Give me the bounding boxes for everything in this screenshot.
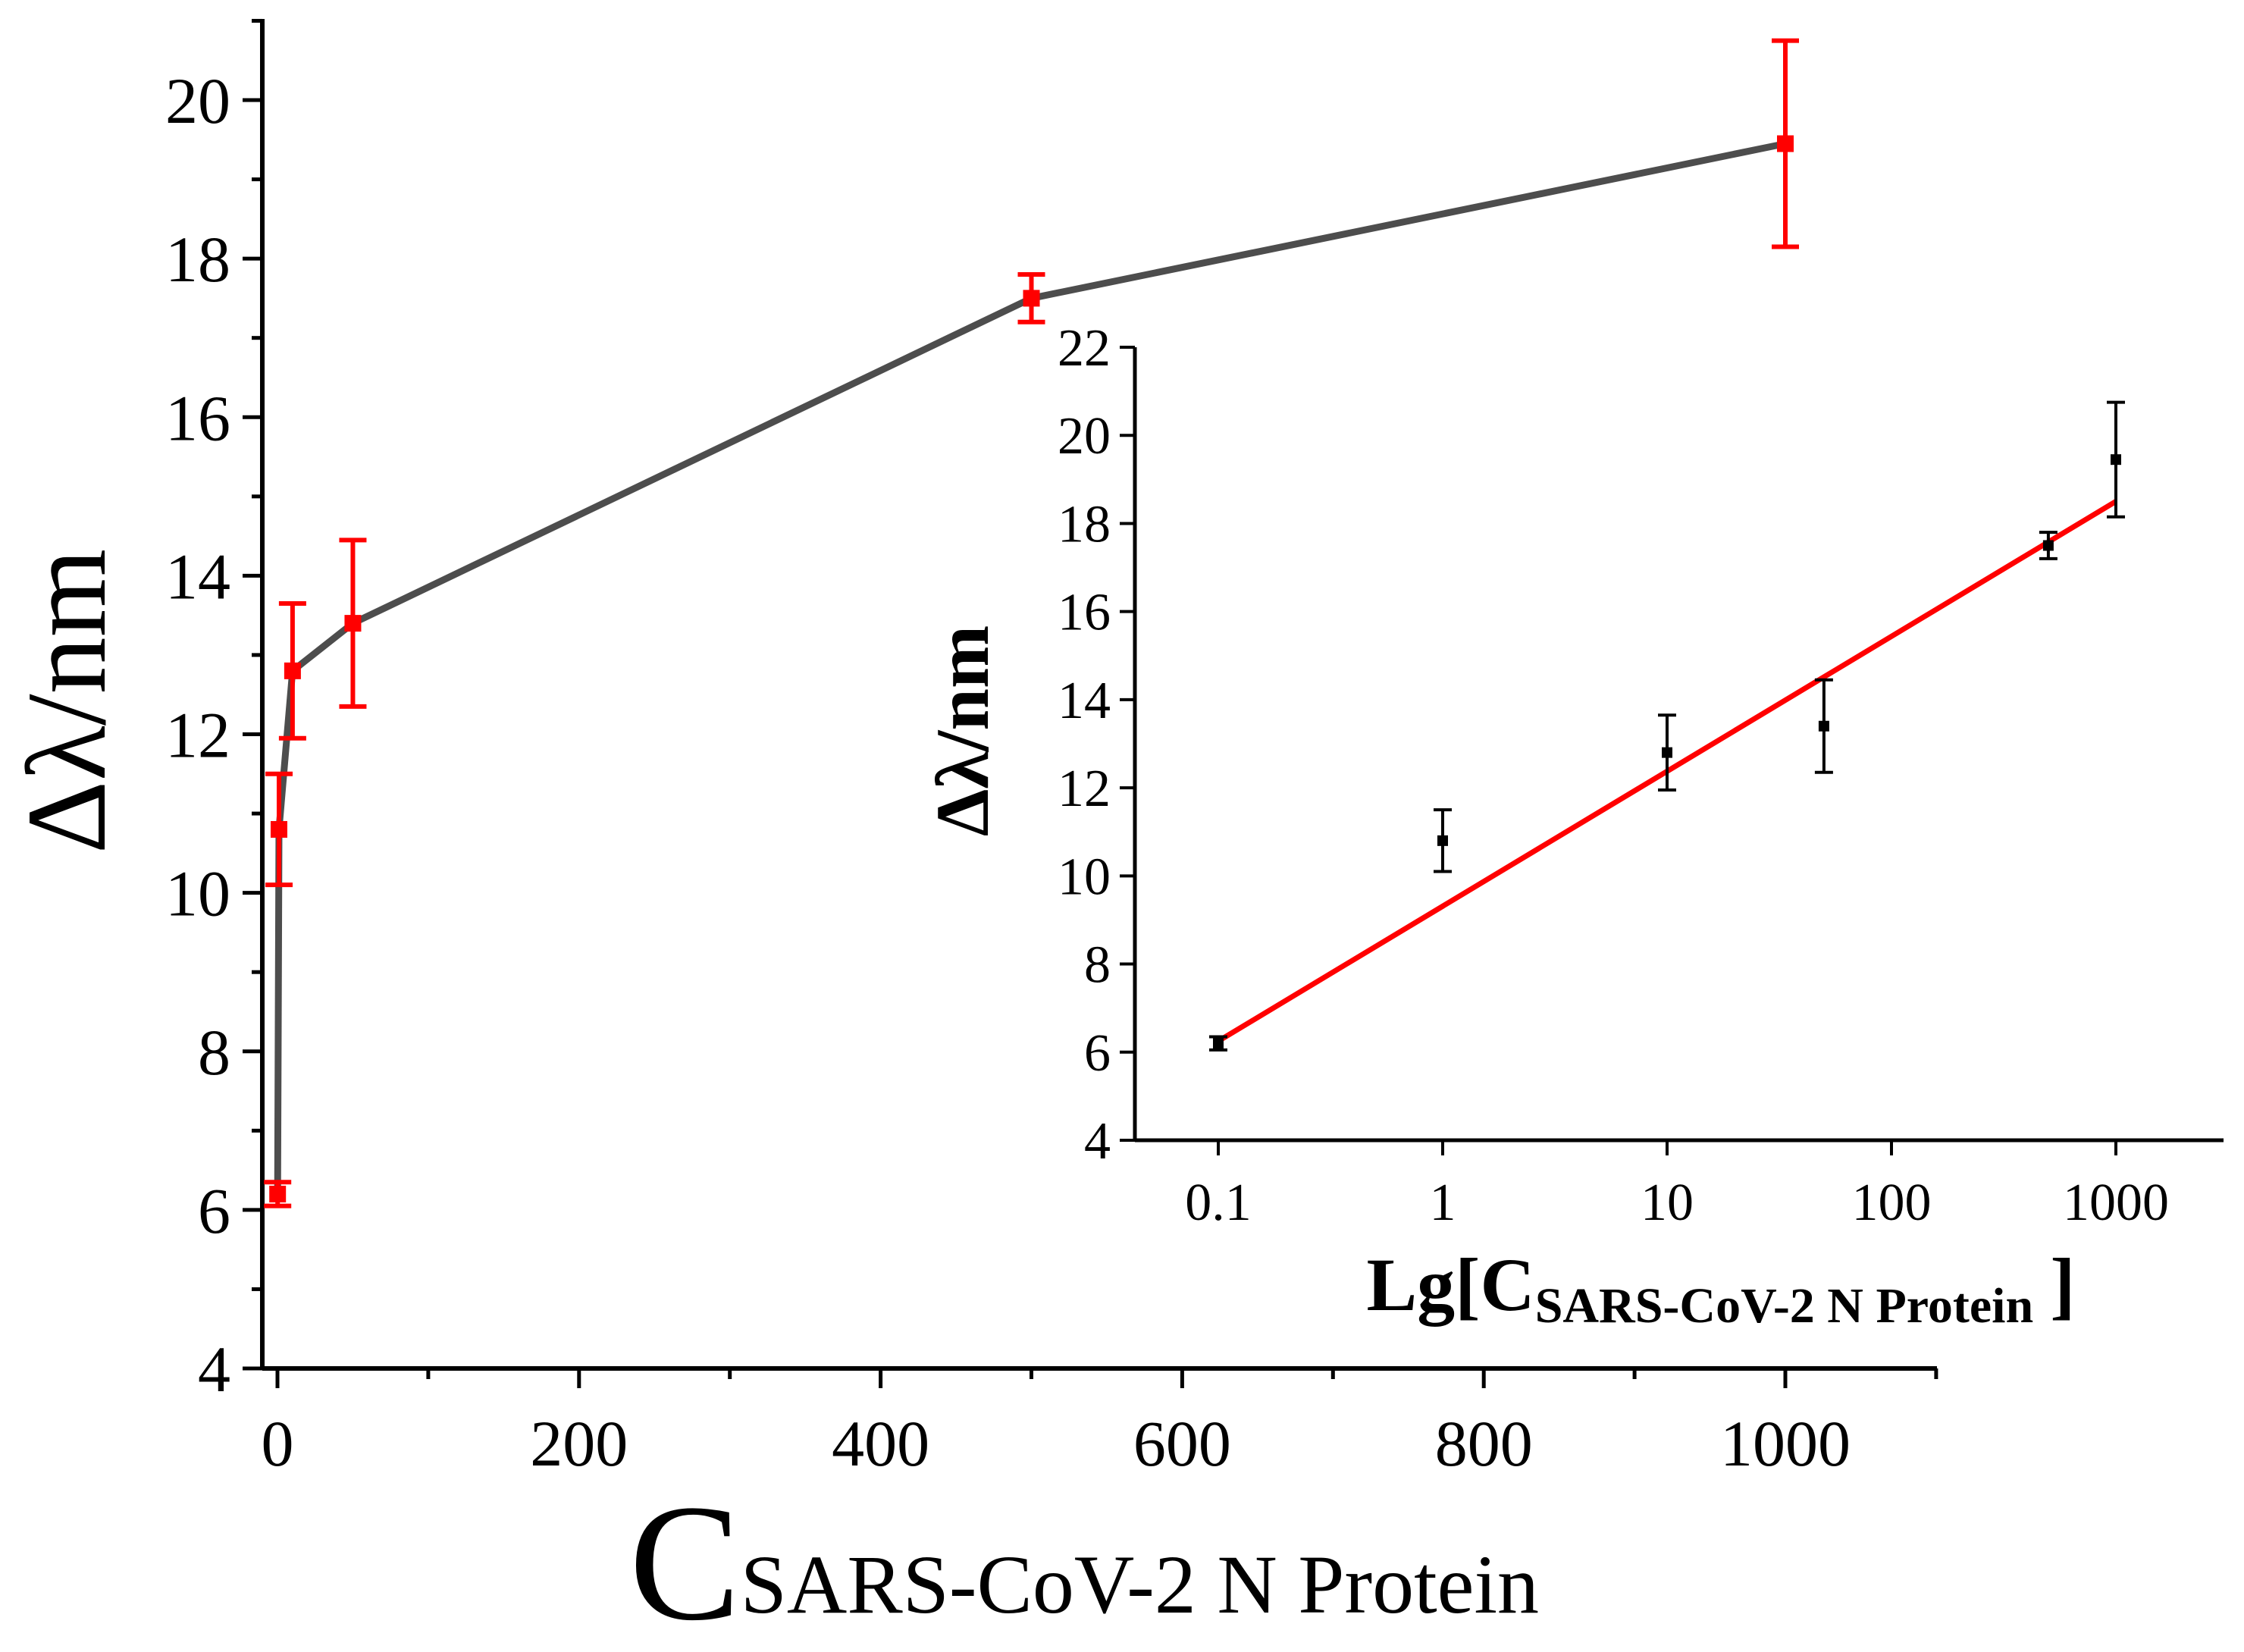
main-x-tick-label: 400 xyxy=(832,1407,929,1480)
inset-axes xyxy=(1133,347,2224,1143)
inset-plot: 4 6 8 10 12 14 16 18 20 22 0.1 1 10 100 1000 Δλ/nm Lg[… xyxy=(920,319,2224,1334)
main-error-bars xyxy=(264,38,1799,1208)
main-y-tick-label: 16 xyxy=(165,381,230,454)
main-series-line-path xyxy=(274,140,1786,1194)
main-y-axis-label: Δλ/nm xyxy=(4,549,130,854)
main-data-point xyxy=(269,1185,287,1202)
inset-data-point xyxy=(1437,835,1448,846)
inset-tick-labels: 4 6 8 10 12 14 16 18 20 22 0.1 1 10 100 1000 xyxy=(1058,319,2169,1232)
inset-x-tick-label: 1000 xyxy=(2063,1174,2169,1232)
inset-data-point xyxy=(2111,454,2121,466)
main-y-tick-label: 6 xyxy=(198,1174,230,1247)
inset-y-axis-label: Δλ/nm xyxy=(920,625,1004,837)
main-data-point xyxy=(344,615,362,632)
inset-data-point xyxy=(1818,720,1829,732)
main-y-tick-label: 12 xyxy=(165,699,230,772)
inset-y-tick-label: 12 xyxy=(1058,760,1111,818)
main-x-axis-label-subscript: SARS-CoV-2 N Protein xyxy=(741,1538,1539,1631)
inset-data-point xyxy=(2042,540,2054,551)
inset-y-tick-label: 18 xyxy=(1058,495,1111,553)
main-y-tick-label: 8 xyxy=(198,1016,230,1089)
main-axes xyxy=(260,19,1937,1371)
inset-y-tick-label: 14 xyxy=(1058,672,1111,730)
inset-ticks xyxy=(1120,346,2117,1155)
inset-x-axis-label: Lg[CSARS-CoV-2 N Protein] xyxy=(1366,1243,2075,1334)
main-y-tick-label: 4 xyxy=(198,1333,230,1406)
main-x-tick-label: 600 xyxy=(1133,1407,1231,1480)
inset-x-axis-label-bracket: ] xyxy=(2050,1243,2075,1327)
main-series-line xyxy=(274,140,1786,1194)
inset-markers xyxy=(1213,454,2121,1049)
inset-y-tick-label: 6 xyxy=(1084,1024,1111,1083)
main-markers xyxy=(269,135,1794,1202)
main-data-point xyxy=(1023,290,1040,307)
inset-y-tick-label: 16 xyxy=(1058,584,1111,642)
inset-y-tick-label: 20 xyxy=(1058,407,1111,466)
main-data-point xyxy=(1777,135,1794,152)
main-x-tick-label: 0 xyxy=(262,1407,294,1480)
main-y-tick-label: 10 xyxy=(165,857,230,930)
main-data-point xyxy=(270,820,287,838)
inset-y-tick-label: 4 xyxy=(1084,1112,1111,1171)
inset-y-tick-label: 22 xyxy=(1058,319,1111,378)
main-y-tick-label: 20 xyxy=(165,64,230,137)
inset-y-tick-label: 10 xyxy=(1058,848,1111,906)
main-x-tick-label: 800 xyxy=(1435,1407,1533,1480)
main-x-tick-label: 200 xyxy=(530,1407,628,1480)
inset-background xyxy=(1135,347,2224,1140)
inset-x-tick-label: 10 xyxy=(1641,1174,1694,1232)
inset-y-tick-label: 8 xyxy=(1084,936,1111,995)
main-x-axis-label: CSARS-CoV-2 N Protein xyxy=(629,1470,1539,1652)
inset-data-point xyxy=(1213,1038,1224,1049)
inset-x-axis-label-main: Lg[C xyxy=(1366,1243,1534,1327)
inset-x-tick-label: 1 xyxy=(1430,1174,1456,1232)
main-x-tick-label: 1000 xyxy=(1720,1407,1851,1480)
main-x-axis-label-main: C xyxy=(629,1470,741,1652)
inset-x-axis-label-subscript: SARS-CoV-2 N Protein xyxy=(1535,1278,2034,1334)
inset-x-tick-label: 100 xyxy=(1852,1174,1932,1232)
inset-data-point xyxy=(1662,747,1672,758)
main-y-tick-label: 18 xyxy=(165,223,230,296)
main-data-point xyxy=(284,662,301,679)
main-ticks xyxy=(243,18,1938,1388)
inset-x-tick-label: 0.1 xyxy=(1185,1174,1252,1232)
main-y-tick-label: 14 xyxy=(165,540,230,613)
